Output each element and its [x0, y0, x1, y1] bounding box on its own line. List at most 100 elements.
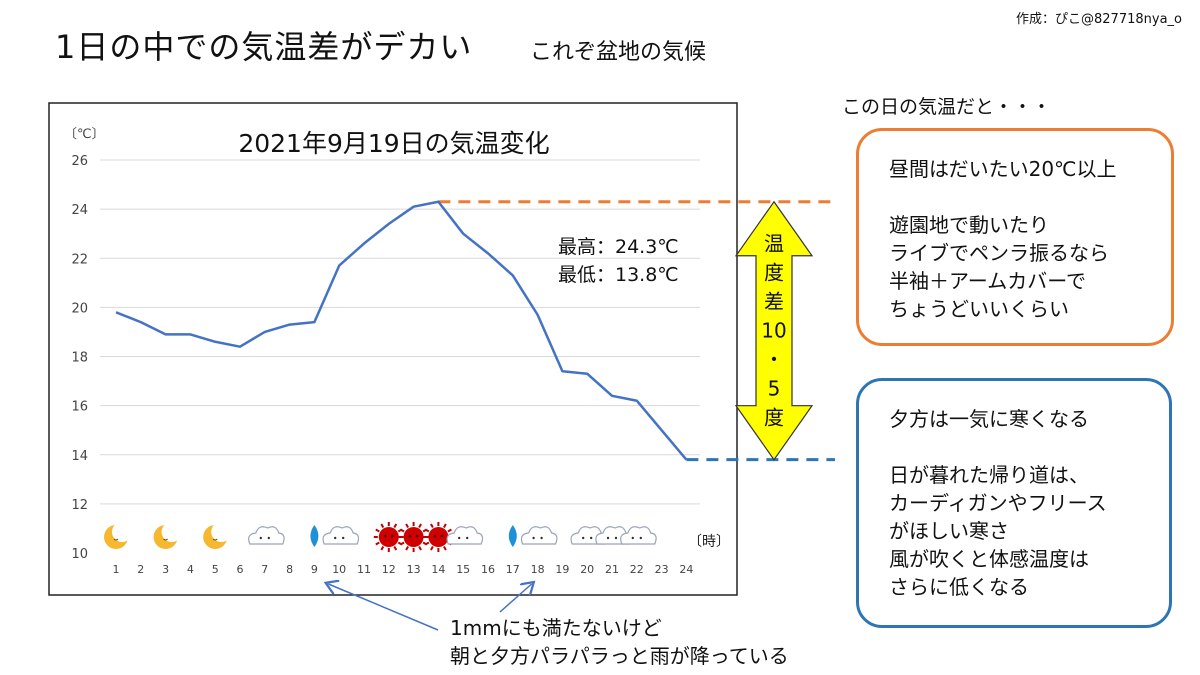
sun-eye [433, 534, 437, 538]
y-axis-ticks: 10 12 14 16 18 20 22 24 26 [71, 154, 88, 562]
x-tick-label: 8 [286, 563, 293, 576]
daytime-advice-body: 遊園地で動いたり ライブでペンラ振るなら 半袖＋アームカバーで ちょうどいいくら… [889, 213, 1109, 321]
difference-label-char: 10 [761, 319, 786, 343]
sun-ray [393, 546, 398, 551]
cloud-shape [248, 526, 285, 545]
x-axis-unit-label: 〔時〕 [688, 534, 730, 550]
right-panel-heading: この日の気温だと・・・ [842, 96, 1052, 118]
cloud-eye [614, 536, 618, 540]
evening-advice-headline: 夕方は一気に寒くなる [889, 407, 1089, 431]
sun-ray [375, 541, 380, 546]
cloud-eye [606, 536, 610, 540]
sun-ray [447, 528, 452, 533]
x-tick-label: 21 [605, 563, 619, 576]
sun-icon [398, 522, 429, 552]
moon-face [212, 538, 218, 541]
x-tick-label: 4 [187, 563, 194, 576]
x-tick-label: 19 [555, 563, 569, 576]
chart-frame [48, 102, 738, 596]
x-tick-label: 23 [655, 563, 669, 576]
difference-label-char: 温 [764, 232, 784, 256]
cloud-shape [520, 526, 558, 545]
cloud-shape [620, 526, 657, 545]
difference-label-char: 5 [768, 377, 781, 401]
y-tick-label: 22 [71, 252, 88, 267]
y-tick-label: 24 [71, 203, 88, 218]
sun-eye [391, 534, 394, 538]
sun-body [403, 527, 424, 547]
x-tick-label: 2 [137, 563, 144, 576]
sun-ray [443, 523, 447, 528]
x-tick-label: 9 [311, 563, 318, 576]
sun-eye [415, 534, 419, 538]
cloud-icon [446, 526, 484, 545]
x-tick-label: 13 [407, 563, 421, 576]
cloud-eye [458, 536, 461, 540]
evening-advice-box: 夕方は一気に寒くなる 日が暮れた帰り道は、 カーディガンやフリース がほしい寒さ… [856, 378, 1172, 628]
rain-annotation-arrows [328, 584, 531, 631]
sun-ray [380, 523, 385, 528]
y-tick-label: 10 [71, 547, 88, 562]
page-subtitle: これぞ盆地の気候 [530, 40, 707, 65]
moon-cutout [112, 522, 132, 542]
cloud-eye [466, 536, 469, 540]
annotation-arrow [328, 584, 439, 631]
x-tick-label: 20 [580, 563, 594, 576]
x-tick-label: 17 [506, 563, 520, 576]
x-tick-label: 10 [332, 563, 346, 576]
daytime-advice-box: 昼間はだいたい20℃以上 遊園地で動いたり ライブでペンラ振るなら 半袖＋アーム… [856, 128, 1174, 346]
sun-eye [384, 534, 387, 538]
moon-icon [104, 522, 132, 549]
cloud-eye [334, 536, 337, 540]
difference-label-char: 度 [764, 406, 784, 430]
sun-ray [430, 523, 434, 528]
sun-ray [400, 528, 405, 533]
y-tick-label: 14 [71, 449, 88, 464]
chart-grid [100, 159, 700, 505]
max-temperature-label: 最高：24.3℃ [558, 236, 679, 258]
y-tick-label: 20 [71, 301, 88, 316]
difference-label-char: 差 [764, 290, 784, 314]
cloud-eye [342, 536, 345, 540]
moon-cutout [211, 522, 232, 542]
sun-ray [424, 528, 430, 533]
sun-icon [373, 522, 404, 552]
x-tick-label: 3 [162, 563, 169, 576]
cloud-eye [639, 536, 642, 540]
cloud-eye [259, 536, 262, 540]
difference-arrow-shape [734, 200, 814, 461]
sun-eye [440, 534, 444, 538]
reference-lines [438, 200, 835, 462]
x-tick-label: 24 [679, 563, 693, 576]
page-title: 1日の中での気温差がデカい [55, 28, 473, 66]
x-tick-label: 1 [113, 563, 120, 576]
raindrop-shape [310, 525, 319, 547]
daytime-advice-headline: 昼間はだいたい20℃以上 [889, 157, 1117, 181]
evening-advice-body: 日が暮れた帰り道は、 カーディガンやフリース がほしい寒さ 風が吹くと体感温度は… [889, 463, 1107, 599]
x-tick-label: 11 [357, 563, 371, 576]
min-temperature-label: 最低：13.8℃ [558, 264, 679, 286]
sun-ray [405, 523, 409, 528]
x-tick-label: 22 [630, 563, 644, 576]
sun-ray [418, 546, 422, 551]
chart-title: 2021年9月19日の気温変化 [238, 129, 549, 158]
cloud-eye [532, 536, 535, 540]
sun-body [378, 527, 399, 547]
sun-ray [424, 541, 430, 546]
series-line [115, 200, 688, 461]
temperature-series [115, 200, 688, 461]
cloud-shape [322, 526, 360, 545]
rain-annotation-line1: 1mmにも満たないけど [450, 616, 662, 640]
cloud-icon [620, 526, 657, 545]
cloud-eye [540, 536, 543, 540]
moon-cutout [161, 522, 182, 542]
author-credit: 作成：ぴこ@827718nya_o [1016, 12, 1182, 27]
cloud-icon [322, 526, 360, 545]
sun-ray [400, 541, 405, 546]
raindrop-icon [508, 525, 517, 547]
y-tick-label: 12 [71, 498, 88, 513]
sun-ray [430, 546, 434, 551]
x-tick-label: 7 [261, 563, 268, 576]
moon-icon [153, 522, 182, 549]
